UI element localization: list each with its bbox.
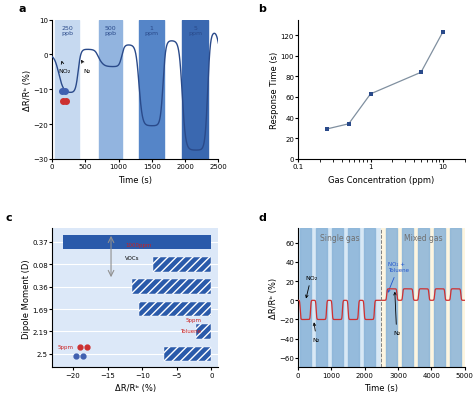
- Bar: [63, 235, 211, 249]
- Bar: [332, 229, 343, 368]
- Bar: [316, 229, 327, 368]
- Text: VOCs: VOCs: [125, 256, 139, 261]
- X-axis label: Time (s): Time (s): [365, 383, 398, 392]
- Text: a: a: [19, 5, 27, 14]
- Text: 1
ppm: 1 ppm: [144, 26, 158, 36]
- Text: d: d: [258, 213, 266, 223]
- Bar: [153, 257, 211, 272]
- Y-axis label: ΔR/Rᵇ (%): ΔR/Rᵇ (%): [23, 69, 32, 111]
- Text: 5ppm: 5ppm: [185, 317, 201, 322]
- Point: [367, 91, 374, 98]
- Bar: [55, 21, 79, 159]
- Text: 1000ppm: 1000ppm: [125, 242, 151, 247]
- Text: 5ppm: 5ppm: [58, 344, 74, 349]
- Text: Single gas: Single gas: [320, 234, 360, 242]
- Y-axis label: Response Time (s): Response Time (s): [270, 52, 279, 128]
- X-axis label: Gas Concentration (ppm): Gas Concentration (ppm): [328, 175, 435, 184]
- Bar: [99, 21, 122, 159]
- Y-axis label: ΔR/Rᵇ (%): ΔR/Rᵇ (%): [269, 278, 278, 319]
- Bar: [418, 229, 429, 368]
- Bar: [139, 302, 211, 317]
- Text: b: b: [258, 5, 266, 14]
- Text: N₂: N₂: [313, 323, 320, 342]
- Point: [345, 121, 353, 128]
- Text: N₂: N₂: [393, 293, 400, 335]
- Bar: [382, 229, 465, 368]
- Text: NO₂: NO₂: [305, 275, 317, 298]
- Bar: [364, 229, 375, 368]
- Bar: [300, 229, 311, 368]
- Bar: [348, 229, 359, 368]
- Bar: [450, 229, 461, 368]
- Text: NO₂ +
Toluene: NO₂ + Toluene: [388, 262, 409, 292]
- Bar: [386, 229, 397, 368]
- Bar: [182, 21, 209, 159]
- Point: [439, 30, 447, 36]
- Bar: [402, 229, 413, 368]
- Text: Toluene: Toluene: [180, 328, 201, 333]
- Text: 500
ppb: 500 ppb: [104, 26, 116, 36]
- Bar: [164, 347, 211, 361]
- Text: 5
ppm: 5 ppm: [188, 26, 202, 36]
- X-axis label: ΔR/Rᵇ (%): ΔR/Rᵇ (%): [115, 383, 156, 392]
- Text: Mixed gas: Mixed gas: [404, 234, 442, 242]
- Point: [323, 126, 331, 133]
- Text: 250
ppb: 250 ppb: [61, 26, 73, 36]
- Bar: [298, 229, 382, 368]
- Bar: [196, 325, 211, 339]
- Bar: [138, 21, 164, 159]
- Text: c: c: [6, 213, 12, 223]
- Text: NO₂: NO₂: [58, 62, 70, 74]
- Y-axis label: Dipole Moment (D): Dipole Moment (D): [22, 259, 31, 338]
- Bar: [434, 229, 445, 368]
- Bar: [132, 280, 211, 294]
- Text: N₂: N₂: [82, 62, 91, 74]
- Point: [417, 70, 425, 76]
- X-axis label: Time (s): Time (s): [118, 175, 152, 184]
